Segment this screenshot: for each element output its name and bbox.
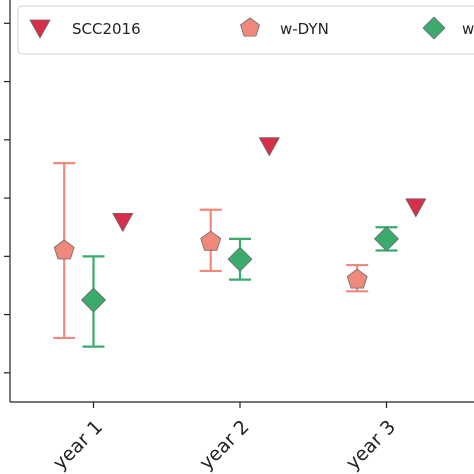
w-point <box>81 287 106 313</box>
legend-marker-w-dyn <box>240 17 260 37</box>
w-dyn-point <box>53 239 75 260</box>
w-point <box>374 226 399 252</box>
legend-marker-scc2016 <box>29 19 51 39</box>
legend-marker-w <box>422 16 446 40</box>
x-tick-label: year 3 <box>342 416 400 474</box>
x-tick-label: year 1 <box>49 416 107 474</box>
w-point <box>227 246 253 272</box>
scc2016-point <box>258 137 280 157</box>
markers <box>53 137 427 313</box>
scc2016-point <box>112 212 134 232</box>
w-dyn-point <box>200 230 222 251</box>
w-dyn-point <box>346 268 368 289</box>
scc2016-point <box>405 198 427 218</box>
legend: SCC2016 w-DYN w <box>17 5 474 55</box>
x-tick-label: year 2 <box>195 416 253 474</box>
legend-label-w: w <box>462 20 474 38</box>
legend-label-w-dyn: w-DYN <box>280 20 329 38</box>
legend-label-scc2016: SCC2016 <box>72 20 141 38</box>
x-ticks: year 1 year 2 year 3 <box>49 402 400 474</box>
error-bars <box>53 162 398 348</box>
axes <box>4 0 474 403</box>
